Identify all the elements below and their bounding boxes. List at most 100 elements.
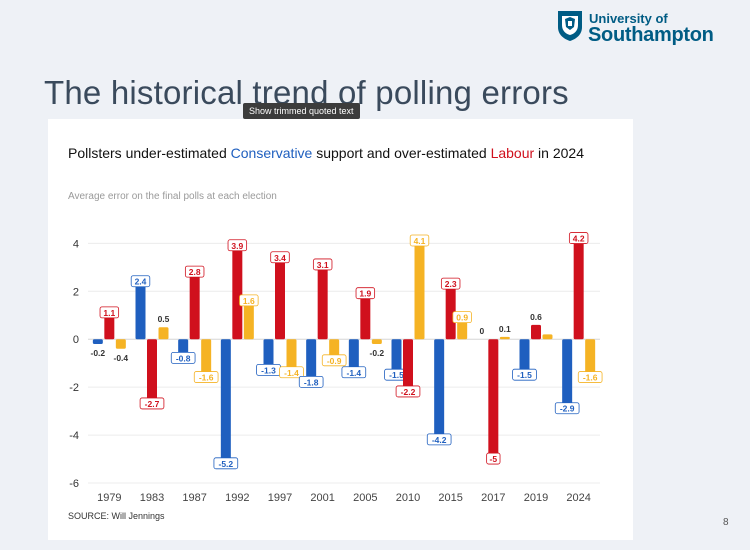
bar-other-1979 bbox=[115, 339, 126, 349]
data-label-conservative: -1.8 bbox=[304, 377, 319, 387]
data-label-bg bbox=[193, 371, 219, 383]
data-label-labour: 2.3 bbox=[445, 279, 457, 289]
data-label-labour: 3.1 bbox=[317, 260, 329, 270]
data-label-labour: -2.7 bbox=[145, 399, 160, 409]
bar-labour-2010 bbox=[403, 339, 413, 392]
bar-conservative-2019 bbox=[519, 339, 530, 376]
x-tick-label: 1992 bbox=[225, 492, 249, 504]
data-label-conservative: -0.8 bbox=[176, 353, 191, 363]
data-label-other: 4.1 bbox=[414, 236, 426, 246]
data-label-bg bbox=[568, 232, 589, 244]
data-label-conservative: -1.4 bbox=[347, 368, 362, 378]
x-tick-label: 2019 bbox=[524, 492, 548, 504]
bar-other-2019 bbox=[542, 334, 553, 340]
bar-other-2024 bbox=[585, 339, 596, 378]
x-tick-label: 2017 bbox=[481, 492, 505, 504]
data-label-labour: 1.1 bbox=[103, 308, 115, 318]
data-label-bg bbox=[577, 371, 603, 383]
bar-conservative-2001 bbox=[306, 339, 317, 383]
data-label-bg bbox=[409, 234, 430, 247]
data-label-other: -0.9 bbox=[327, 356, 342, 366]
data-label-other: -0.2 bbox=[370, 348, 385, 358]
logo-text-line1: University of bbox=[589, 11, 668, 26]
bar-labour-2017 bbox=[488, 339, 499, 460]
bar-conservative-1983 bbox=[135, 281, 146, 340]
data-label-labour: -2.2 bbox=[401, 387, 416, 397]
data-label-bg bbox=[227, 239, 248, 252]
data-label-conservative: 2.4 bbox=[135, 277, 147, 287]
data-label-bg bbox=[440, 277, 461, 290]
logo-text-line2: Southampton bbox=[588, 24, 714, 46]
bar-labour-2015 bbox=[445, 284, 456, 340]
data-label-bg bbox=[170, 351, 196, 364]
data-label-conservative: -4.2 bbox=[432, 435, 447, 445]
chart-card: Pollsters under-estimated Conservative s… bbox=[48, 119, 633, 540]
bar-labour-2019 bbox=[531, 324, 541, 340]
x-tick-label: 2010 bbox=[396, 492, 420, 504]
data-label-other: 0.1 bbox=[499, 324, 511, 334]
data-label-other: 1.6 bbox=[243, 296, 255, 306]
data-label-bg bbox=[355, 287, 376, 300]
chart-title-part1: Pollsters under-estimated bbox=[68, 145, 231, 161]
y-tick-label: 0 bbox=[73, 334, 79, 346]
chart-title: Pollsters under-estimated Conservative s… bbox=[68, 143, 613, 164]
x-tick-label: 1987 bbox=[182, 492, 206, 504]
bar-labour-1979 bbox=[104, 312, 115, 340]
data-label-conservative: 0 bbox=[479, 326, 484, 336]
chart-title-conservative: Conservative bbox=[230, 145, 313, 161]
tooltip: Show trimmed quoted text bbox=[243, 103, 360, 119]
data-label-other: -1.6 bbox=[199, 373, 214, 383]
chart-title-part3: in 2024 bbox=[534, 145, 584, 161]
bar-conservative-2024 bbox=[562, 339, 573, 409]
x-tick-label: 2005 bbox=[353, 492, 377, 504]
x-tick-label: 1979 bbox=[97, 492, 121, 504]
data-label-bg bbox=[239, 294, 259, 307]
data-label-bg bbox=[426, 433, 452, 446]
data-label-conservative: -1.5 bbox=[517, 370, 532, 380]
data-label-bg bbox=[139, 397, 165, 410]
data-label-bg bbox=[298, 375, 324, 388]
data-label-bg bbox=[213, 457, 239, 470]
data-label-bg bbox=[184, 265, 205, 278]
data-label-bg bbox=[341, 366, 367, 379]
bar-conservative-1992 bbox=[220, 339, 231, 464]
data-label-conservative: -0.2 bbox=[91, 348, 106, 358]
bar-other-2005 bbox=[371, 339, 382, 345]
y-tick-label: 4 bbox=[73, 238, 79, 250]
data-label-bg bbox=[452, 311, 472, 324]
data-label-conservative: -5.2 bbox=[219, 459, 234, 469]
data-label-bg bbox=[270, 251, 290, 264]
x-tick-label: 2001 bbox=[310, 492, 334, 504]
bar-conservative-2010 bbox=[391, 339, 402, 376]
x-tick-label: 1997 bbox=[268, 492, 292, 504]
data-label-bg bbox=[99, 306, 120, 319]
data-label-bg bbox=[279, 366, 304, 379]
bar-conservative-1979 bbox=[92, 339, 103, 345]
data-label-conservative: -2.9 bbox=[560, 404, 575, 414]
data-label-labour: 3.9 bbox=[231, 241, 243, 251]
x-tick-label: 2015 bbox=[438, 492, 462, 504]
data-label-other: 0.9 bbox=[456, 313, 468, 323]
data-label-bg bbox=[512, 368, 537, 381]
bar-labour-2001 bbox=[317, 264, 328, 340]
bar-other-1997 bbox=[286, 339, 297, 373]
bar-labour-1997 bbox=[275, 257, 285, 340]
chart-source: SOURCE: Will Jennings bbox=[68, 511, 165, 521]
bar-labour-1992 bbox=[232, 245, 243, 340]
data-label-labour: 3.4 bbox=[274, 253, 286, 263]
bar-other-1987 bbox=[201, 339, 212, 378]
data-label-labour: 0.6 bbox=[530, 312, 542, 322]
bar-conservative-2015 bbox=[434, 339, 445, 440]
data-label-labour: -5 bbox=[490, 454, 498, 464]
bar-chart: 4 2 0 -2 -4 -6 -0.2 1.1 -0.4 1979 2.4 -2.7 0.5 1983 -0… bbox=[69, 232, 603, 504]
bar-labour-2005 bbox=[360, 293, 371, 340]
bar-conservative-1997 bbox=[263, 339, 274, 371]
data-label-bg bbox=[321, 354, 347, 367]
data-label-conservative: -1.5 bbox=[389, 370, 404, 380]
bar-labour-1987 bbox=[189, 272, 200, 340]
bar-conservative-2005 bbox=[348, 339, 359, 373]
bar-labour-1983 bbox=[147, 339, 157, 404]
data-label-other: -0.4 bbox=[114, 353, 129, 363]
data-label-labour: 2.8 bbox=[189, 267, 201, 277]
data-label-bg bbox=[554, 402, 580, 415]
